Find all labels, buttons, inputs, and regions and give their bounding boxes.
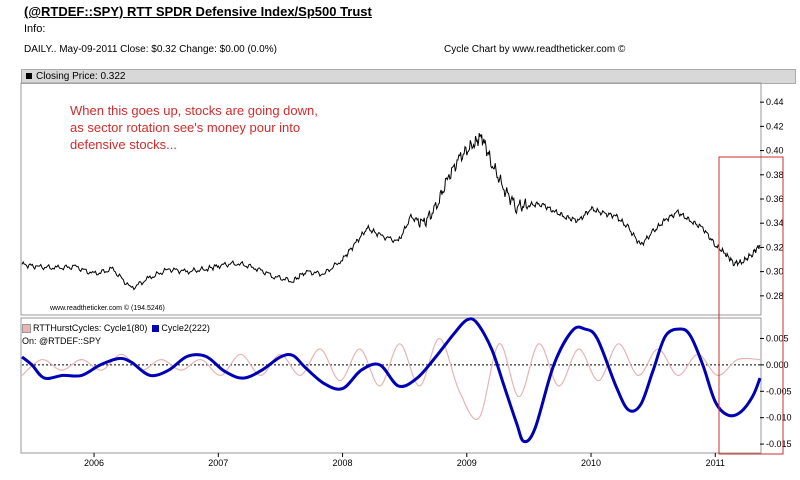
x-tick-label: 2009: [457, 458, 477, 468]
x-tick-label: 2008: [333, 458, 353, 468]
upper-y-tick-label: 0.36: [766, 194, 784, 204]
lower-y-tick-label: -0.015: [766, 439, 792, 449]
price-stats: DAILY.. May-09-2011 Close: $0.32 Change:…: [24, 44, 277, 55]
lower-y-tick-label: 0.005: [766, 333, 789, 343]
x-tick-label: 2007: [208, 458, 228, 468]
upper-y-tick-label: 0.40: [766, 146, 784, 156]
cycle2-line: [21, 317, 762, 444]
chart-title: (@RTDEF::SPY) RTT SPDR Defensive Index/S…: [24, 4, 372, 19]
watermark-text: www.readtheticker.com © (194.5246): [50, 305, 165, 312]
closing-price-line: [21, 132, 761, 291]
upper-y-tick-label: 0.44: [766, 97, 784, 107]
closing-price-swatch: [26, 73, 32, 79]
lower-panel-frame: [20, 317, 762, 454]
x-tick-label: 2010: [581, 458, 601, 468]
annotation-text: When this goes up, stocks are going down…: [70, 103, 318, 152]
cycle2-swatch: [152, 325, 160, 333]
lower-on-label: On: @RTDEF::SPY: [22, 336, 101, 346]
closing-price-label: Closing Price: 0.322: [36, 71, 126, 82]
cycle1-swatch: [22, 324, 31, 334]
chart-credit: Cycle Chart by www.readtheticker.com ©: [444, 44, 626, 55]
cycle2-label: Cycle2(222): [161, 323, 210, 333]
upper-y-tick-label: 0.38: [766, 170, 784, 180]
info-label: Info:: [24, 23, 46, 35]
upper-y-tick-label: 0.32: [766, 242, 784, 252]
cycle1-line: [21, 337, 761, 420]
lower-y-tick-label: -0.005: [766, 386, 792, 396]
lower-legend: RTTHurstCycles: Cycle1(80) Cycle2(222): [22, 323, 210, 334]
lower-y-tick-label: 0.000: [766, 360, 789, 370]
cycle1-label: RTTHurstCycles: Cycle1(80): [33, 323, 148, 333]
x-tick-label: 2011: [706, 458, 725, 468]
upper-y-tick-label: 0.34: [766, 218, 784, 228]
x-tick-label: 2006: [84, 458, 104, 468]
upper-y-tick-label: 0.42: [766, 121, 784, 131]
highlight-box: [718, 156, 784, 455]
upper-y-tick-label: 0.28: [766, 291, 784, 301]
upper-y-tick-label: 0.30: [766, 267, 784, 277]
lower-y-tick-label: -0.010: [766, 413, 792, 423]
